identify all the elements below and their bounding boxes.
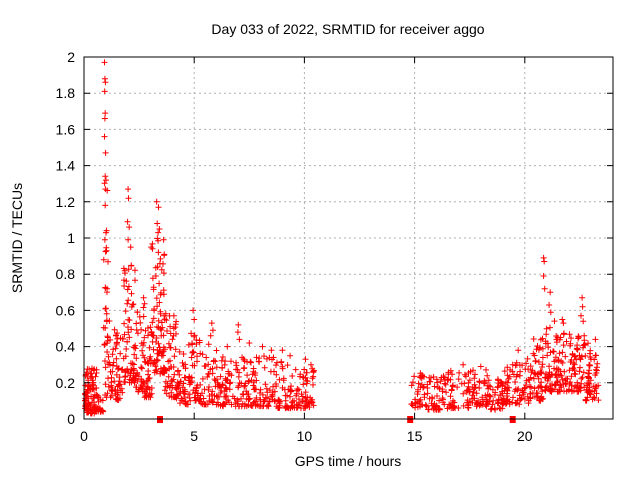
x-axis-label: GPS time / hours: [295, 453, 402, 469]
x-tick-label: 20: [517, 428, 533, 444]
x-tick-label: 0: [80, 428, 88, 444]
y-tick-label: 2: [67, 49, 75, 65]
x-tick-label: 10: [297, 428, 313, 444]
x-tick-labels: 0 5 10 15 20: [80, 428, 533, 444]
x-tick-label: 5: [190, 428, 198, 444]
y-tick-label: 0.2: [56, 375, 76, 391]
x-tick-label: 15: [407, 428, 423, 444]
grid-lines: [84, 57, 613, 419]
y-tick-label: 1: [67, 230, 75, 246]
data-points: [81, 59, 602, 417]
y-tick-label: 0: [67, 411, 75, 427]
chart-title: Day 033 of 2022, SRMTID for receiver agg…: [211, 21, 484, 37]
y-tick-label: 1.6: [56, 121, 76, 137]
axis-ticks: [83, 56, 613, 420]
y-tick-label: 1.8: [56, 85, 76, 101]
y-tick-label: 0.4: [56, 339, 76, 355]
y-tick-label: 1.4: [56, 158, 76, 174]
y-tick-labels: 0 0.2 0.4 0.6 0.8 1 1.2 1.4 1.6 1.8 2: [56, 49, 76, 427]
y-axis-label: SRMTID / TECUs: [9, 183, 25, 293]
y-tick-label: 0.6: [56, 302, 76, 318]
y-tick-label: 0.8: [56, 266, 76, 282]
y-tick-label: 1.2: [56, 194, 76, 210]
